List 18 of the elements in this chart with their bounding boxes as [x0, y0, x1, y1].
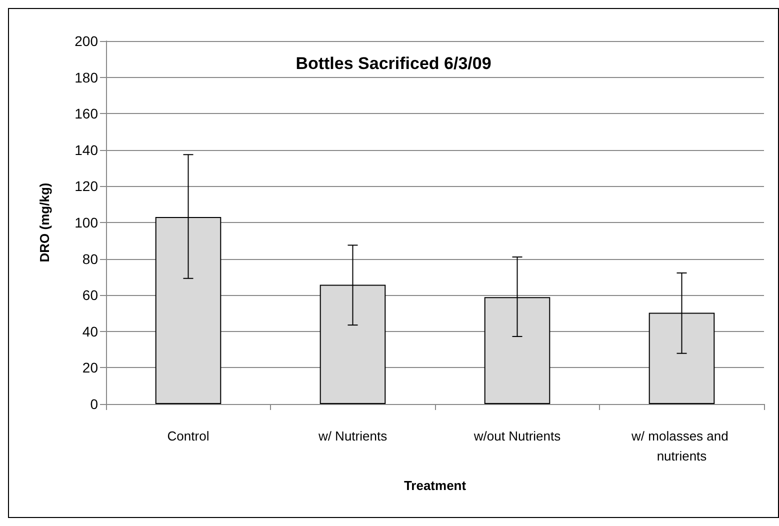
y-tick-label: 40: [82, 323, 98, 340]
x-tick-label: w/ molasses and nutrients: [630, 428, 732, 464]
y-tick-label: 180: [74, 69, 98, 86]
y-tick-label: 120: [74, 178, 98, 194]
y-tick-label: 60: [82, 287, 98, 304]
x-axis-title: Treatment: [404, 478, 467, 493]
y-axis-title: DRO (mg/kg): [37, 182, 52, 262]
y-tick-label: 160: [74, 106, 98, 122]
y-tick-label: 80: [82, 250, 98, 267]
text: Bottles Sacrificed 6/3/09: [296, 54, 492, 73]
x-tick-label: Control: [167, 428, 210, 444]
x-tick-label: w/ Nutrients: [317, 428, 388, 444]
y-tick-label: 140: [74, 142, 98, 158]
y-tick-label: 20: [82, 360, 98, 376]
y-tick-label: 200: [74, 33, 98, 49]
y-tick-label: 0: [90, 396, 98, 412]
x-tick-label: w/out Nutrients: [472, 428, 562, 444]
y-tick-label: 100: [74, 214, 98, 230]
